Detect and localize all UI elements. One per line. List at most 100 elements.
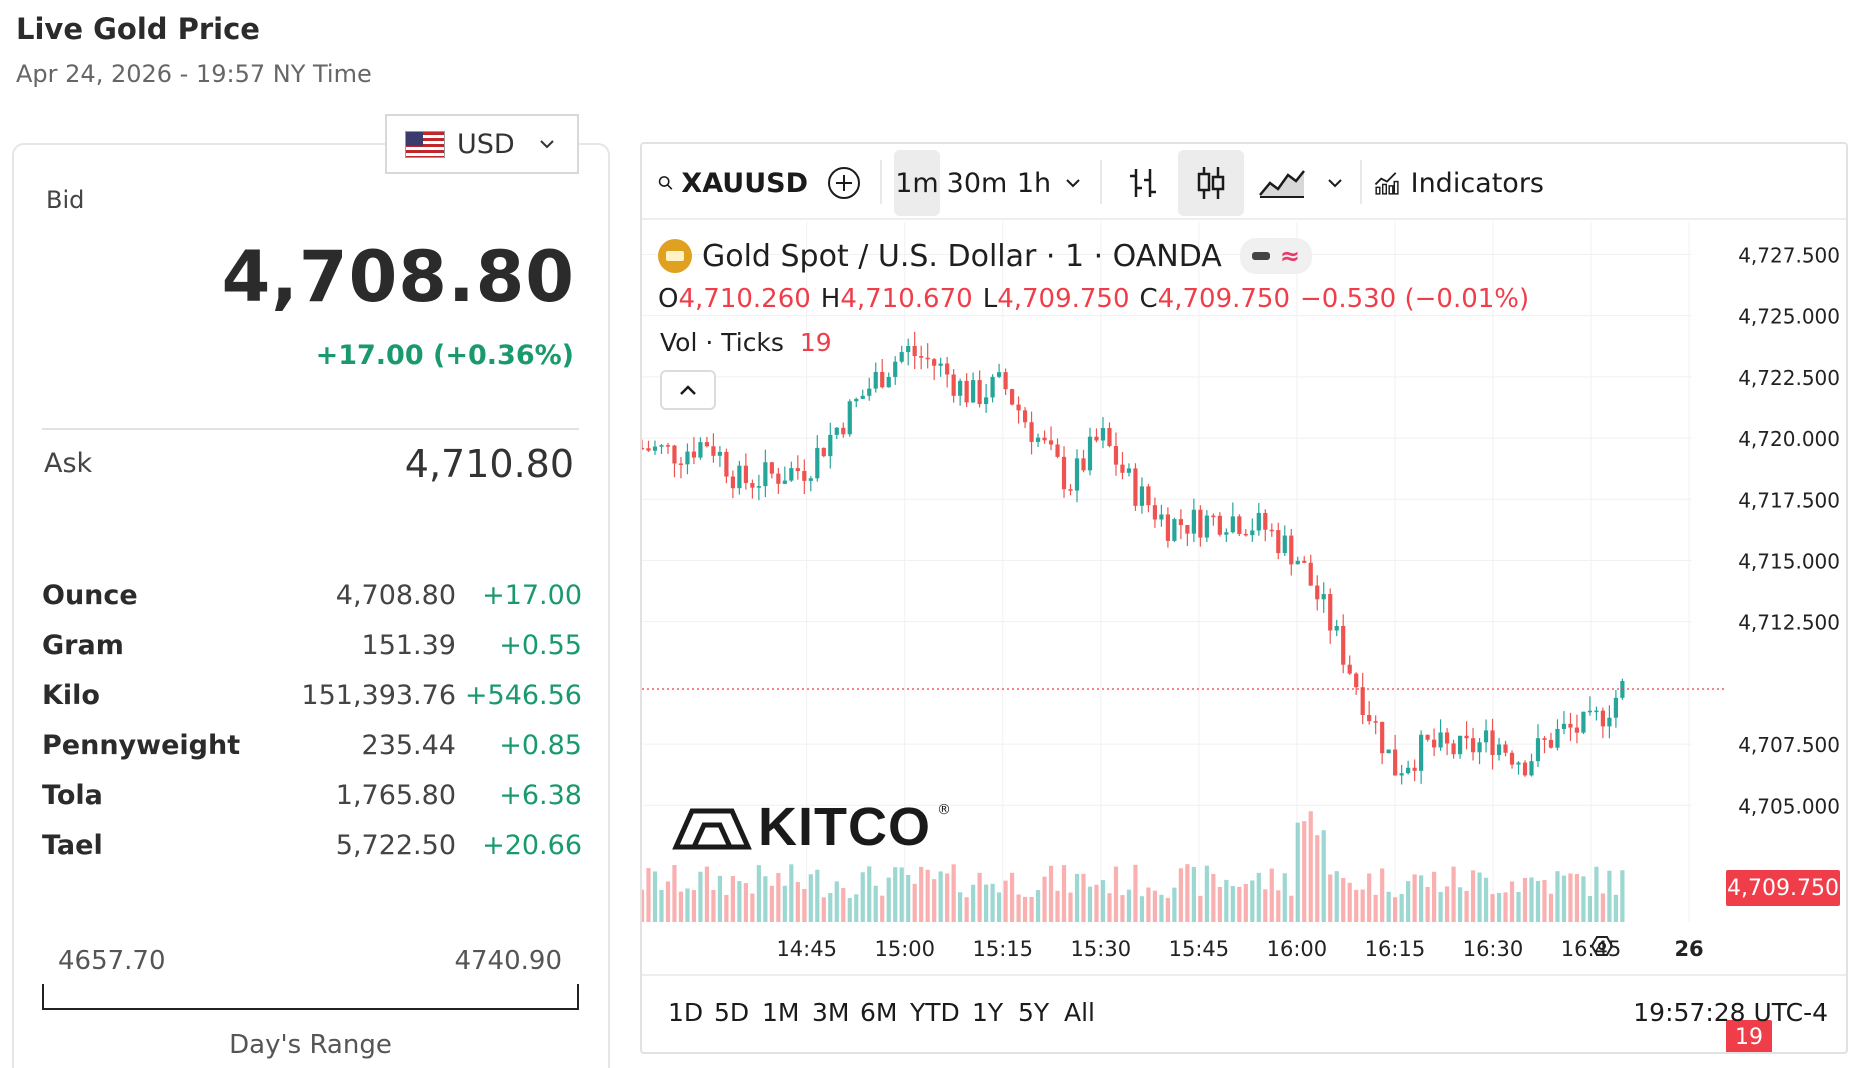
volume-bar (964, 897, 969, 922)
bid-price: 4,708.80 (221, 236, 575, 318)
volume-bar (789, 864, 794, 922)
volume-bar (737, 881, 742, 922)
candle-body (815, 447, 820, 479)
volume-bar (1360, 889, 1365, 922)
candle-body (1035, 437, 1041, 442)
x-tick-label: 15:00 (874, 937, 935, 961)
candle-body (1347, 664, 1352, 674)
candle-body (769, 462, 774, 474)
toolbar-divider (1360, 160, 1362, 204)
compare-button[interactable] (822, 150, 866, 216)
candle-body (1120, 464, 1125, 473)
collapse-legend-button[interactable] (660, 370, 716, 410)
volume-bar (951, 864, 956, 922)
area-chart-icon (1259, 170, 1305, 198)
candle-body (1308, 562, 1313, 586)
currency-select[interactable]: USD (385, 114, 579, 174)
candle-body (1535, 738, 1541, 762)
interval-1h[interactable]: 1h (1016, 167, 1052, 199)
candles-style-button[interactable] (1178, 150, 1244, 216)
volume-bar (802, 889, 807, 922)
open-label: O (658, 284, 679, 314)
volume-bar (1470, 870, 1476, 922)
candle-body (678, 463, 684, 465)
symbol-label: XAUUSD (681, 167, 808, 199)
weight-row: Gram 151.39 +0.55 (42, 620, 582, 670)
range-3m[interactable]: 3M (812, 998, 850, 1027)
volume-bar (685, 888, 690, 922)
volume-bar (1094, 884, 1099, 922)
range-6m[interactable]: 6M (860, 998, 898, 1027)
bar-chart-style-icon (1130, 169, 1156, 197)
y-tick-label: 4,727.500 (1738, 243, 1840, 267)
interval-30m[interactable]: 30m (946, 167, 1008, 199)
candle-body (854, 398, 859, 402)
candle-body (750, 483, 755, 488)
volume-bar (1496, 892, 1502, 922)
volume-bar (1457, 887, 1463, 922)
volume-bar (971, 884, 976, 922)
candle-body (1302, 560, 1307, 563)
volume-bar (1561, 875, 1567, 922)
volume-bar (1016, 894, 1021, 922)
candle-body (834, 427, 839, 435)
volume-bar (1237, 886, 1242, 922)
candle-body (802, 471, 807, 481)
style-dropdown[interactable] (1318, 150, 1352, 216)
range-5d[interactable]: 5D (714, 998, 750, 1027)
candle-body (1113, 446, 1119, 465)
candle-body (1263, 512, 1268, 530)
candle-body (1555, 728, 1560, 748)
interval-dropdown[interactable] (1056, 150, 1090, 216)
volume-bar (1081, 873, 1086, 922)
candle-body (685, 451, 690, 465)
indicators-button[interactable]: Indicators (1374, 150, 1544, 216)
volume-bar (815, 869, 820, 922)
price-chart[interactable]: 4,727.500 4,725.000 4,722.500 4,720.000 4,71… (642, 222, 1846, 974)
range-ytd[interactable]: YTD (910, 998, 960, 1027)
bars-style-button[interactable] (1116, 150, 1170, 216)
candle-body (1029, 422, 1034, 442)
page-title: Live Gold Price (16, 12, 260, 46)
candle-body (737, 465, 742, 489)
weight-row: Tola 1,765.80 +6.38 (42, 770, 582, 820)
symbol-search[interactable]: XAUUSD (658, 150, 808, 216)
candle-body (1055, 444, 1060, 457)
range-all[interactable]: All (1064, 998, 1095, 1027)
candle-body (1334, 625, 1339, 631)
volume-bar (1334, 871, 1339, 922)
price-panel (12, 143, 610, 1068)
bid-label: Bid (46, 186, 85, 214)
candle-body (1178, 519, 1183, 526)
weights-table: Ounce 4,708.80 +17.00 Gram 151.39 +0.55 … (42, 570, 582, 870)
y-tick-label: 4,722.500 (1738, 366, 1840, 390)
weight-price: 1,765.80 (335, 779, 456, 811)
interval-1m[interactable]: 1m (894, 150, 940, 216)
area-style-button[interactable] (1252, 150, 1312, 216)
volume-bar (958, 892, 963, 922)
volume-bar (1412, 874, 1417, 922)
chart-plot-area[interactable]: 4,727.500 4,725.000 4,722.500 4,720.000 4,71… (642, 222, 1846, 1052)
timestamp: Apr 24, 2026 - 19:57 NY Time (16, 60, 372, 88)
chart-range-bar: 1D 5D 1M 3M 6M YTD 1Y 5Y All 19:57:28 UT… (642, 974, 1846, 1052)
volume-bar (1490, 894, 1495, 922)
candle-body (1269, 529, 1274, 532)
range-1m[interactable]: 1M (762, 998, 800, 1027)
candle-body (1068, 489, 1073, 491)
range-5y[interactable]: 5Y (1018, 998, 1050, 1027)
candle-body (1548, 739, 1554, 748)
search-icon (658, 176, 673, 190)
candle-body (1341, 625, 1346, 665)
volume-bar (886, 877, 891, 922)
range-1y[interactable]: 1Y (972, 998, 1004, 1027)
range-1d[interactable]: 1D (668, 998, 704, 1027)
candle-body (1159, 514, 1164, 520)
volume-bar (1529, 877, 1534, 922)
volume-bar (1295, 822, 1300, 922)
volume-bar (1146, 887, 1151, 922)
volume-bar (912, 883, 917, 922)
candle-body (964, 380, 969, 403)
candle-body (1022, 410, 1028, 423)
candle-body (828, 434, 833, 457)
legend-controls[interactable]: ≈ (1239, 238, 1312, 274)
